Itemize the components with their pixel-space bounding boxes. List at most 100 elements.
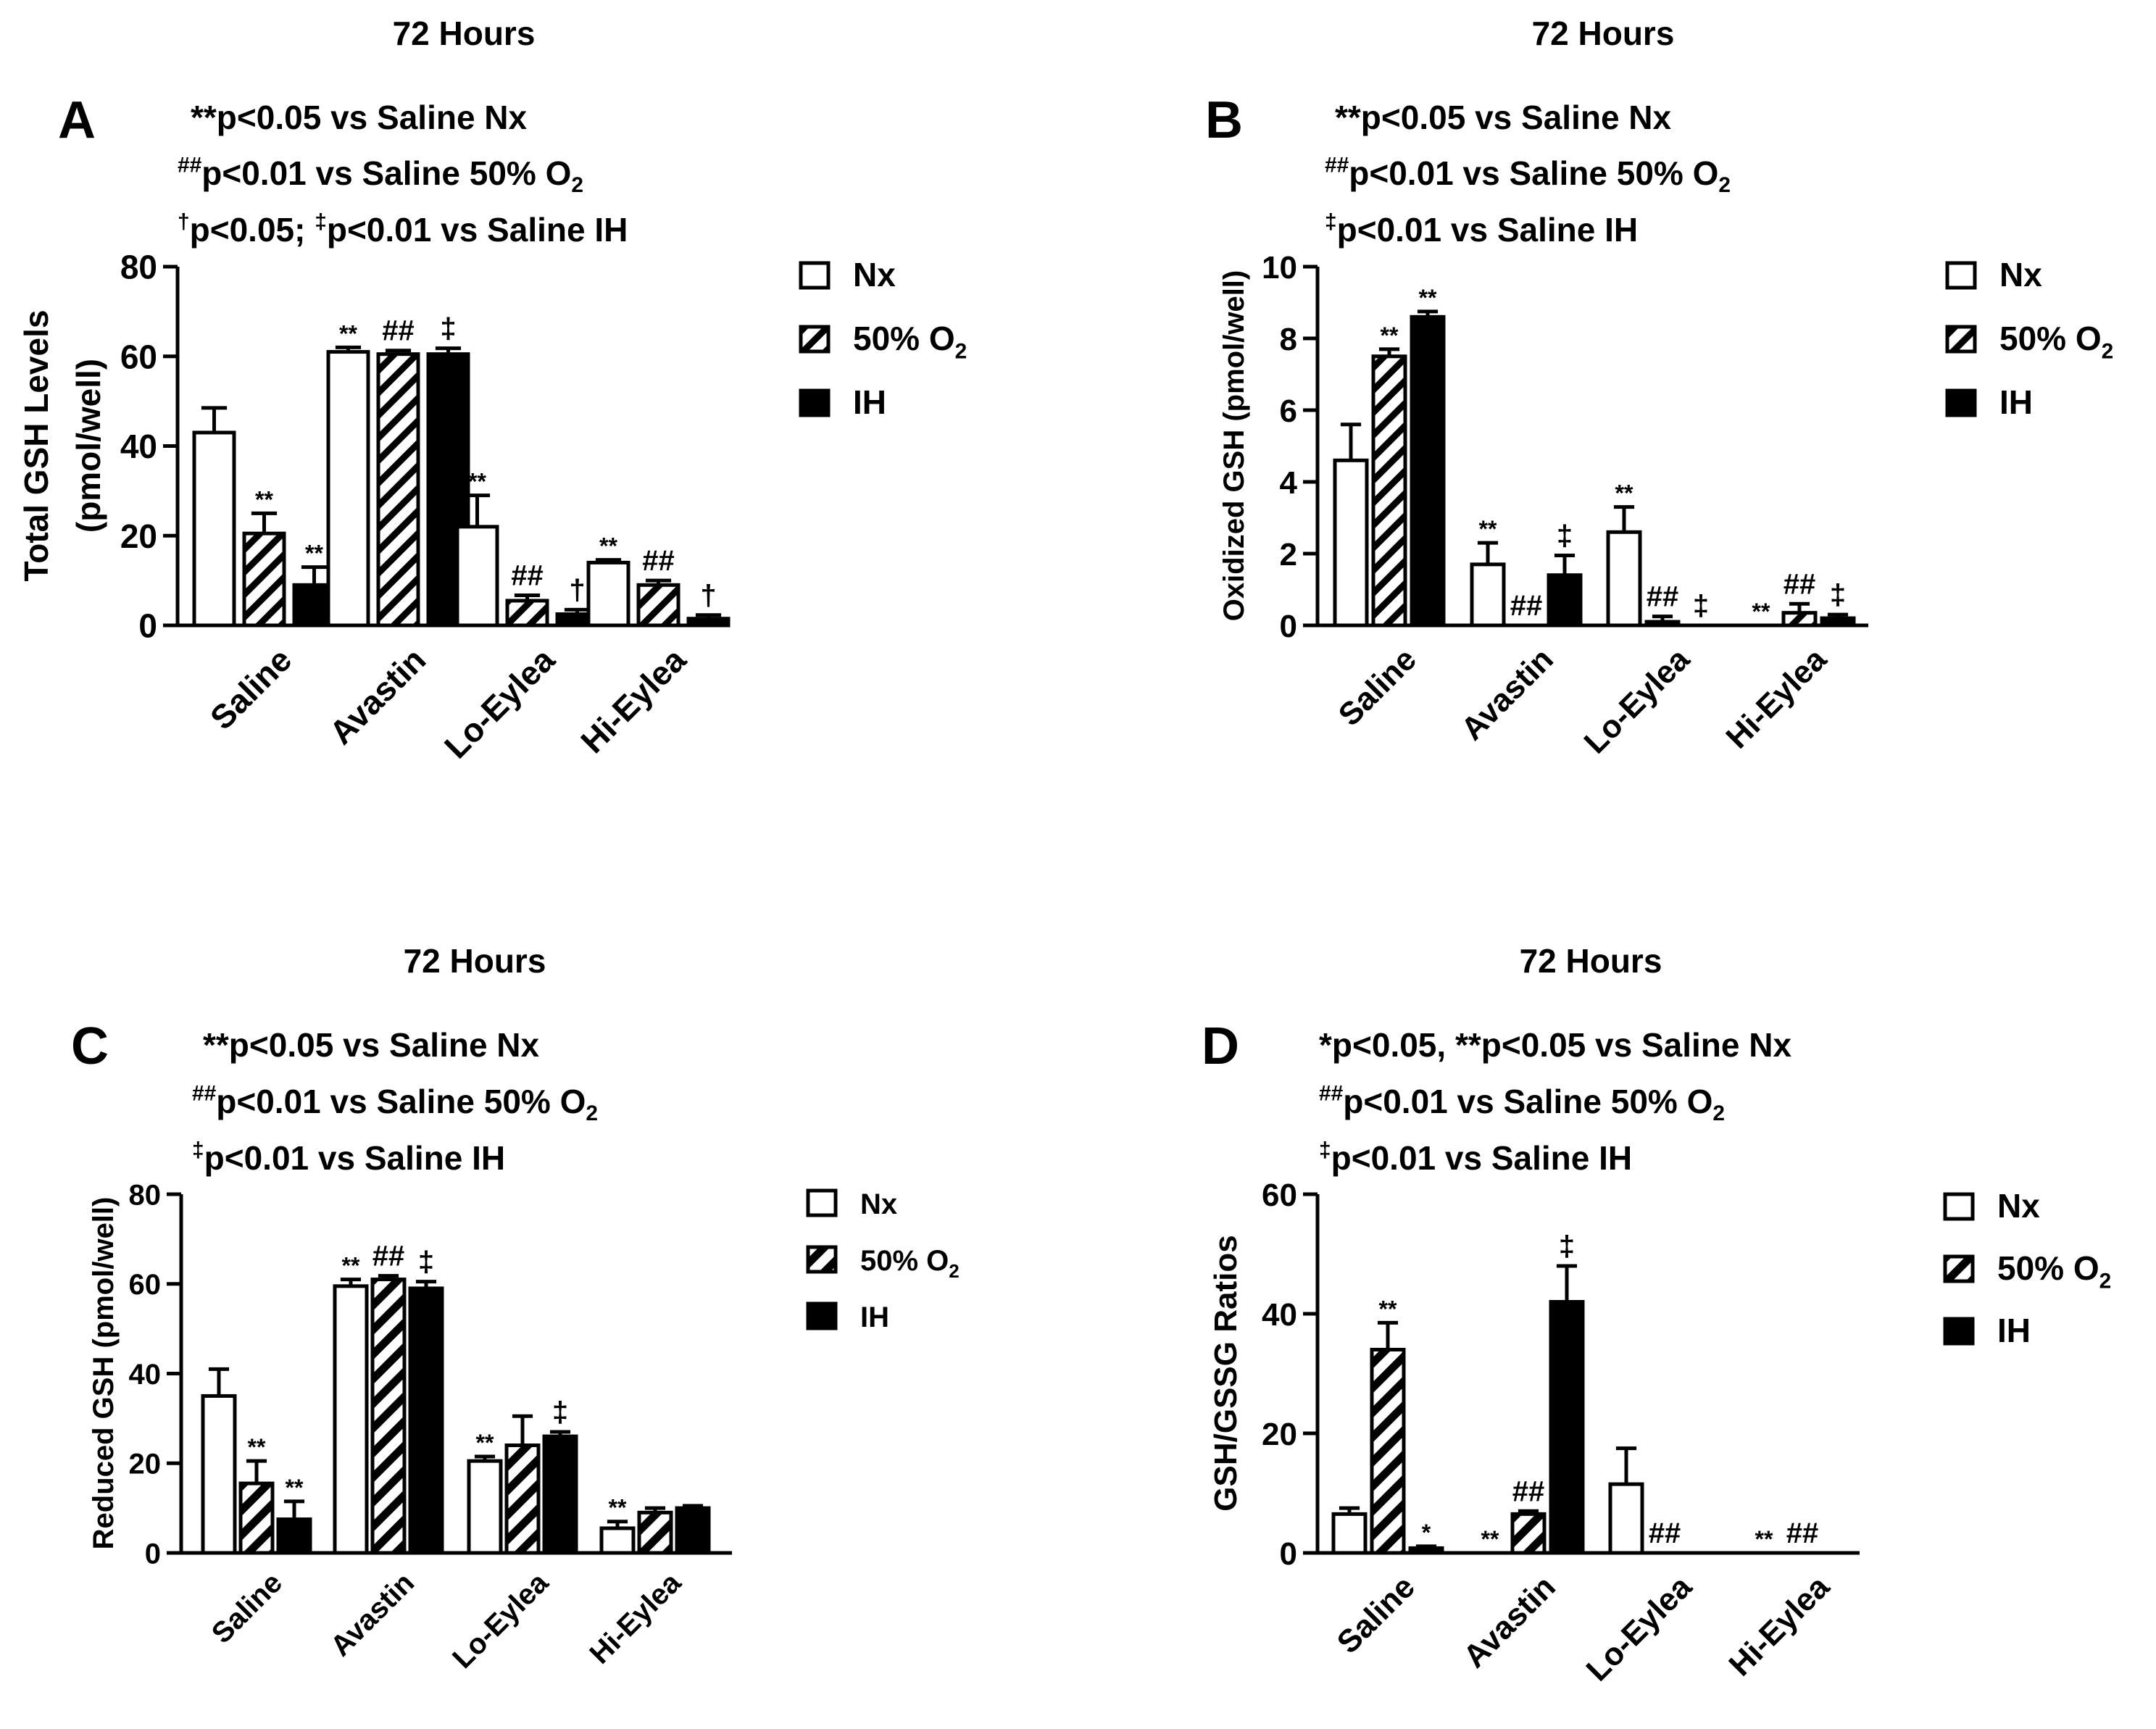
legend-label-text: Nx [1997, 1187, 2040, 1225]
x-tick-label: Saline [1331, 1569, 1422, 1660]
legend-label-text: Nx [853, 256, 896, 293]
significance-mark: ** [1479, 516, 1497, 542]
legend-swatch [1943, 1192, 1975, 1221]
y-tick-label: 0 [1280, 609, 1297, 644]
legend-label: 50% O2 [1997, 1249, 2111, 1293]
bar [1547, 573, 1583, 628]
significance-mark: ## [1512, 1475, 1545, 1507]
x-tick-label: Avastin [1454, 641, 1560, 747]
bar [408, 1286, 444, 1555]
annotation-text: 2 [1712, 1101, 1725, 1125]
annotation-line: ‡p<0.01 vs Saline IH [1325, 210, 1638, 249]
y-tick-label: 40 [129, 1359, 162, 1391]
bar [1408, 1546, 1444, 1555]
annotation-text: 2 [1718, 173, 1731, 197]
x-tick-label: Lo-Eylea [1578, 641, 1697, 761]
y-tick-label: 0 [138, 607, 157, 645]
legend-label-sub: 2 [2099, 1270, 2112, 1293]
y-tick-label: 10 [1262, 250, 1297, 286]
legend-label: IH [1999, 383, 2033, 421]
annotation-text: p<0.01 vs Saline 50% O [1343, 1083, 1712, 1120]
legend-swatch [806, 1301, 838, 1330]
annotation-text: p<0.01 vs Saline IH [327, 211, 628, 249]
bar [455, 525, 499, 628]
legend-swatch [1943, 1254, 1975, 1283]
panel-letter: D [1202, 1017, 1239, 1075]
annotation-sup: ‡ [1325, 210, 1337, 234]
y-axis-label: GSH/GSSG Ratios [1208, 1235, 1244, 1511]
significance-mark: ** [1381, 322, 1399, 349]
panel-title: 72 Hours [393, 14, 536, 52]
x-tick-label: Hi-Eylea [573, 641, 693, 760]
significance-mark: ## [1786, 1517, 1819, 1549]
legend-swatch [799, 261, 831, 290]
annotation-text: **p<0.05 vs Saline Nx [203, 1026, 540, 1064]
bar [201, 1393, 237, 1555]
x-tick-label: Avastin [322, 641, 433, 751]
significance-mark: ## [642, 545, 675, 577]
y-tick-label: 2 [1280, 537, 1297, 572]
bar [376, 352, 420, 628]
annotation-sup: ## [1325, 154, 1349, 178]
significance-mark: ## [1649, 1517, 1681, 1549]
panel-a: 72 Hours A **p<0.05 vs Saline Nx ## p<0.01 v… [17, 14, 967, 765]
annotation-line: ##p<0.01 vs Saline 50% O2 [1325, 154, 1731, 198]
x-tick-label: Lo-Eylea [446, 1567, 555, 1675]
annotation-line: ##p<0.01 vs Saline 50% O2 [1319, 1082, 1725, 1126]
x-tick-label: Saline [203, 641, 299, 737]
bar [586, 560, 630, 628]
bar [1549, 1300, 1585, 1555]
annotation-line: ‡p<0.01 vs Saline IH [1319, 1138, 1632, 1177]
significance-mark: ## [511, 560, 544, 592]
significance-mark: ** [1755, 1526, 1773, 1552]
legend-label: 50% O2 [860, 1245, 960, 1282]
annotation-text: ‡ [315, 210, 327, 234]
bar [1510, 1512, 1547, 1555]
significance-mark: † [700, 580, 716, 612]
significance-mark: ## [372, 1241, 405, 1272]
y-tick-label: 8 [1280, 322, 1297, 357]
annotation-text: 2 [586, 1101, 598, 1125]
significance-mark: ** [1481, 1526, 1499, 1552]
y-tick-label: 60 [1262, 1178, 1297, 1213]
y-axis-label: Total GSH Levels [17, 310, 55, 582]
significance-mark: ** [255, 486, 273, 512]
significance-mark: ** [342, 1253, 360, 1279]
annotation-sup: † [178, 210, 190, 234]
annotation-text: 2 [571, 173, 583, 197]
legend-swatch [1943, 1317, 1975, 1346]
bar [242, 531, 286, 628]
panel-letter: A [58, 91, 96, 149]
annotation-text: **p<0.05 vs Saline Nx [191, 99, 528, 136]
annotation-line: ‡p<0.01 vs Saline IH [192, 1138, 505, 1177]
annotation-text: *p<0.05, **p<0.05 vs Saline Nx [1319, 1026, 1791, 1064]
bar [675, 1506, 711, 1555]
significance-mark: ‡ [1559, 1230, 1575, 1262]
legend-label: IH [853, 383, 886, 421]
bar [599, 1526, 636, 1555]
annotation-line: ##p<0.01 vs Saline 50% O2 [192, 1082, 598, 1126]
y-axis-label: Reduced GSH (pmol/well) [88, 1197, 120, 1550]
bar [505, 599, 549, 628]
x-tick-label: Saline [1332, 641, 1423, 733]
legend-swatch [1945, 388, 1977, 417]
significance-mark: ** [609, 1495, 627, 1521]
bar [370, 1278, 407, 1555]
significance-mark: ** [1419, 285, 1437, 311]
annotation-text: p<0.01 vs Saline 50% O [216, 1083, 586, 1120]
significance-mark: ‡ [440, 313, 456, 345]
bar [1470, 562, 1506, 628]
significance-mark: ## [1784, 568, 1816, 600]
y-tick-label: 6 [1280, 393, 1297, 429]
legend-label: IH [1997, 1312, 2031, 1349]
x-tick-label: Avastin [325, 1567, 420, 1662]
panel-letter: B [1205, 91, 1243, 149]
legend-label-text: IH [860, 1301, 889, 1333]
significance-mark: ** [339, 320, 357, 346]
x-tick-label: Hi-Eylea [583, 1567, 687, 1670]
annotation-text: p<0.01 vs Saline IH [1337, 211, 1639, 249]
legend-label: 50% O2 [853, 320, 967, 364]
bar [326, 350, 370, 628]
legend-label: IH [860, 1301, 889, 1333]
